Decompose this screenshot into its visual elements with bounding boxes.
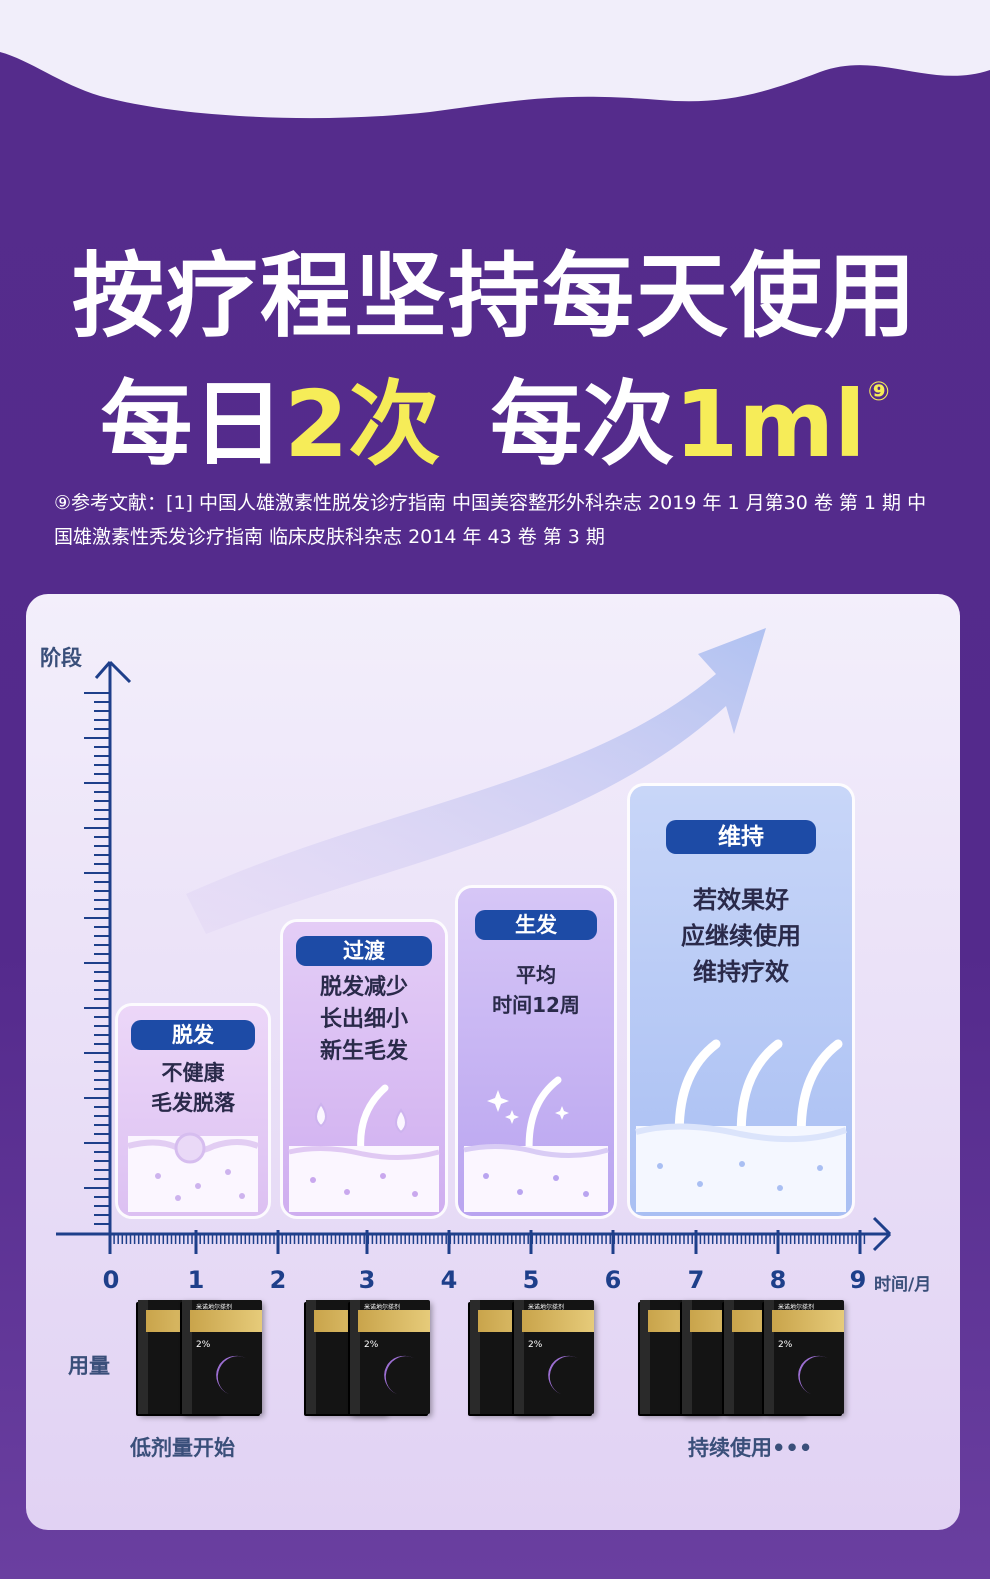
stage-tag: 过渡 xyxy=(296,936,432,966)
product-box: 米诺地尔搽剂 2% xyxy=(350,1300,433,1414)
x-tick-7: 7 xyxy=(687,1266,705,1294)
stage-tag: 脱发 xyxy=(131,1020,255,1050)
scalp-illustration xyxy=(635,1039,847,1212)
headline-each: 每次 xyxy=(490,371,675,478)
x-tick-4: 4 xyxy=(440,1266,458,1294)
dosage-label: 用量 xyxy=(68,1354,110,1378)
headline-dose: 1ml xyxy=(674,371,866,478)
timeline-card: 阶段 时间/月 0 1 2 3 4 5 6 7 8 9 脱发 不健康 毛发脱落 … xyxy=(26,594,960,1530)
dosage-group-2: 米诺地尔搽剂 2% xyxy=(306,1300,436,1418)
x-axis-arrowhead xyxy=(872,1232,892,1252)
headline-daily: 每日 xyxy=(100,371,285,478)
x-tick-9: 9 xyxy=(849,1266,867,1294)
timeline-axes xyxy=(56,660,892,1254)
scalp-illustration xyxy=(288,1084,440,1212)
x-axis-unit: 时间/月 xyxy=(874,1275,932,1295)
x-tick-2: 2 xyxy=(269,1266,287,1294)
growth-arrow-decoration xyxy=(186,628,766,934)
y-axis-arrowhead xyxy=(94,661,112,679)
dosage-group-1: 米诺地尔搽剂 2% xyxy=(138,1300,268,1418)
x-tick-3: 3 xyxy=(358,1266,376,1294)
product-box: 米诺地尔搽剂 2% xyxy=(514,1300,597,1414)
product-box: 米诺地尔搽剂 2% xyxy=(764,1300,847,1414)
stage-description: 平均 时间12周 xyxy=(492,963,580,1017)
y-axis-label: 阶段 xyxy=(40,646,82,670)
stage-tag: 维持 xyxy=(666,820,816,854)
headline-times: 2次 xyxy=(284,371,441,478)
scalp-illustration xyxy=(127,1132,260,1212)
x-tick-8: 8 xyxy=(769,1266,787,1294)
stage-description: 脱发减少 长出细小 新生毛发 xyxy=(319,975,408,1064)
stage-card-maintain: 维持 若效果好 应继续使用 维持疗效 xyxy=(630,786,852,1216)
x-tick-0: 0 xyxy=(102,1266,120,1294)
stage-card-hair-loss: 脱发 不健康 毛发脱落 xyxy=(118,1006,268,1216)
caption-continue: 持续使用••• xyxy=(688,1436,813,1460)
headline-line1: 按疗程坚持每天使用 xyxy=(71,243,918,350)
stage-card-transition: 过渡 脱发减少 长出细小 新生毛发 xyxy=(283,922,445,1216)
x-tick-6: 6 xyxy=(604,1266,622,1294)
dosage-group-3: 米诺地尔搽剂 2% xyxy=(470,1300,600,1418)
product-box: 米诺地尔搽剂 2% xyxy=(182,1300,265,1414)
headline-line2: 每日2次 每次1ml⑨ xyxy=(0,350,990,483)
caption-low-dose: 低剂量开始 xyxy=(130,1436,235,1460)
x-tick-1: 1 xyxy=(187,1266,205,1294)
dosage-group-4: 米诺地尔搽剂 2% xyxy=(640,1300,850,1418)
y-axis-arrowhead xyxy=(108,660,132,684)
references-text: ⑨参考文献：[1] 中国人雄激素性脱发诊疗指南 中国美容整形外科杂志 2019 … xyxy=(54,492,927,548)
top-wave-decoration xyxy=(0,0,990,119)
x-axis-arrowhead xyxy=(872,1216,892,1236)
stage-tag: 生发 xyxy=(475,910,597,940)
stage-description: 若效果好 应继续使用 维持疗效 xyxy=(681,886,801,986)
stage-card-regrowth: 生发 平均 时间12周 xyxy=(458,888,614,1216)
x-tick-5: 5 xyxy=(522,1266,540,1294)
stage-description: 不健康 毛发脱落 xyxy=(151,1061,235,1115)
reference-mark: ⑨ xyxy=(867,377,890,407)
scalp-illustration xyxy=(463,1076,609,1212)
